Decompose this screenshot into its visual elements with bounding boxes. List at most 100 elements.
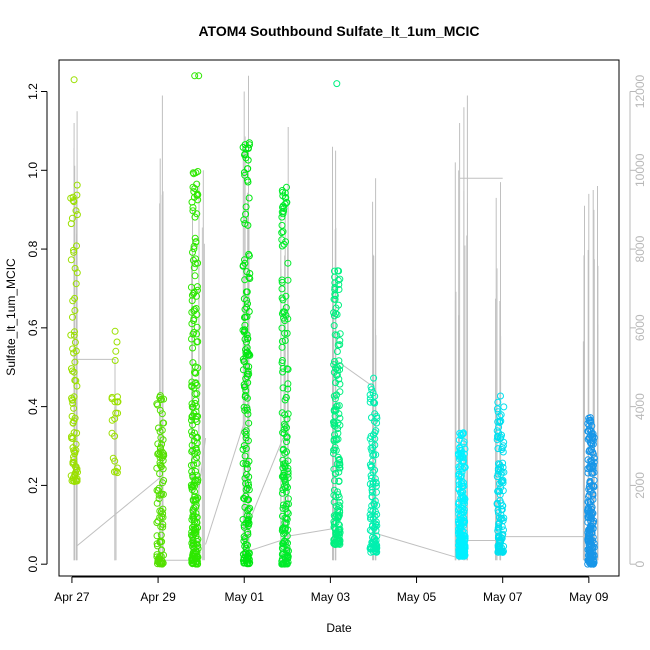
- data-point: [113, 338, 121, 346]
- data-point: [455, 478, 463, 485]
- data-point: [70, 248, 78, 256]
- data-point: [336, 529, 344, 537]
- data-point: [331, 395, 339, 403]
- data-point: [279, 364, 287, 372]
- data-point: [456, 527, 463, 535]
- data-point: [367, 472, 375, 480]
- data-point: [72, 477, 80, 485]
- data-points: [67, 72, 598, 568]
- data-point: [586, 477, 594, 485]
- data-point: [589, 450, 597, 458]
- data-point: [73, 191, 81, 199]
- data-point: [72, 207, 80, 215]
- data-point: [334, 276, 342, 284]
- data-point: [195, 72, 203, 80]
- data-point: [242, 431, 250, 438]
- data-point: [331, 412, 339, 420]
- data-point: [112, 347, 120, 355]
- data-point: [495, 429, 503, 437]
- data-point: [458, 535, 465, 543]
- data-point: [241, 313, 249, 321]
- data-point: [368, 493, 376, 501]
- data-point: [460, 440, 467, 448]
- data-point: [500, 438, 508, 446]
- data-point: [279, 202, 287, 210]
- data-point: [187, 461, 195, 469]
- data-point: [587, 513, 595, 521]
- data-point: [188, 400, 196, 408]
- data-point: [158, 440, 166, 448]
- data-point: [278, 544, 286, 552]
- data-point: [243, 484, 251, 492]
- data-point: [241, 171, 249, 179]
- data-point: [70, 447, 78, 455]
- data-point: [335, 533, 343, 541]
- data-point: [193, 548, 201, 556]
- data-point: [194, 542, 202, 550]
- data-point: [330, 309, 338, 317]
- data-point: [280, 469, 288, 477]
- data-point: [244, 156, 252, 164]
- data-point: [240, 295, 248, 303]
- data-point: [584, 456, 592, 464]
- data-point: [456, 536, 464, 544]
- y2-tick-label: 12000: [633, 74, 647, 108]
- data-point: [336, 337, 344, 345]
- data-point: [284, 495, 292, 503]
- data-point: [242, 154, 250, 162]
- data-point: [241, 305, 249, 313]
- y-tick-label: 0.4: [26, 398, 40, 415]
- data-point: [245, 308, 253, 315]
- data-point: [589, 440, 597, 448]
- data-point: [589, 465, 597, 473]
- data-point: [586, 498, 594, 506]
- data-point: [335, 456, 343, 464]
- data-point: [155, 424, 162, 432]
- data-point: [191, 363, 199, 371]
- data-point: [189, 556, 196, 564]
- y2-tick-label: 6000: [633, 314, 647, 341]
- data-point: [192, 169, 200, 177]
- data-point: [193, 323, 201, 331]
- y-tick-label: 0.2: [26, 477, 40, 494]
- data-point: [242, 445, 250, 452]
- data-point: [589, 509, 597, 517]
- data-point: [278, 285, 286, 293]
- y-tick-label: 1.2: [26, 83, 40, 100]
- data-point: [241, 256, 248, 264]
- data-point: [584, 506, 592, 514]
- data-point: [370, 500, 378, 508]
- data-point: [496, 487, 503, 495]
- data-point: [113, 469, 121, 477]
- data-point: [335, 357, 343, 365]
- data-point: [279, 368, 287, 376]
- data-point: [336, 464, 343, 472]
- data-point: [283, 546, 291, 554]
- data-point: [457, 473, 464, 481]
- data-point: [192, 379, 200, 387]
- data-point: [244, 410, 252, 418]
- y2-tick-label: 10000: [633, 153, 647, 187]
- data-point: [156, 454, 164, 461]
- data-point: [192, 468, 200, 475]
- data-point: [587, 522, 594, 530]
- data-point: [336, 380, 344, 388]
- data-point: [71, 338, 79, 346]
- data-point: [499, 463, 507, 471]
- data-point: [67, 331, 75, 339]
- data-point: [458, 492, 466, 499]
- data-point: [500, 514, 508, 522]
- data-point: [191, 185, 199, 192]
- data-point: [190, 437, 198, 445]
- data-point: [499, 502, 507, 510]
- data-point: [335, 511, 343, 519]
- data-point: [111, 327, 119, 335]
- data-point: [71, 307, 79, 314]
- data-point: [330, 322, 338, 330]
- data-point: [500, 403, 508, 411]
- data-point: [497, 433, 505, 441]
- data-point: [158, 560, 166, 568]
- data-point: [335, 478, 343, 485]
- data-point: [156, 513, 164, 521]
- data-point: [245, 550, 253, 558]
